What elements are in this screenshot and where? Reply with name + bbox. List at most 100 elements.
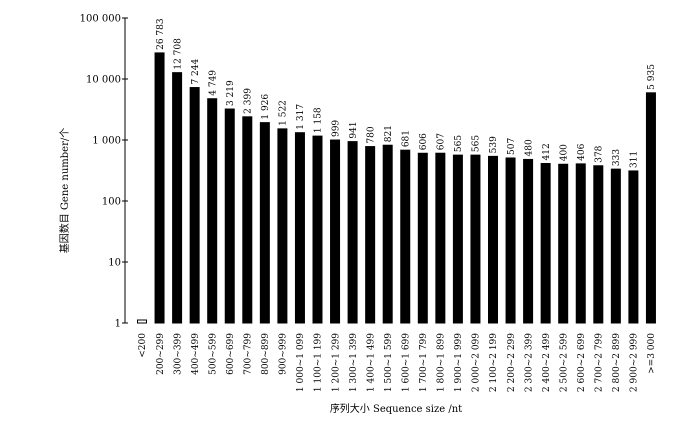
data-label: 941 bbox=[349, 121, 359, 138]
x-tick-label: 400~499 bbox=[191, 333, 201, 375]
x-tick-label: 2 100~2 199 bbox=[489, 333, 499, 392]
y-tick-label: 100 bbox=[102, 197, 121, 208]
x-tick-label: 2 500~2 599 bbox=[559, 333, 569, 392]
bars bbox=[137, 52, 656, 324]
data-labels: 26 783 12 708 7 244 4 749 3 219 2 399 1 926 1 5… bbox=[156, 18, 657, 168]
x-tick-label: 2 900~2 999 bbox=[630, 333, 640, 392]
data-label: 1 317 bbox=[296, 104, 306, 130]
x-tick-label: 2 600~2 699 bbox=[577, 333, 587, 392]
data-label: 780 bbox=[366, 126, 376, 143]
x-tick-label: 1 500~1 599 bbox=[384, 333, 394, 392]
data-label: 4 749 bbox=[208, 70, 218, 96]
data-label: 400 bbox=[559, 144, 569, 161]
bar bbox=[400, 149, 411, 324]
x-tick-label: 2 400~2 499 bbox=[542, 333, 552, 392]
bar bbox=[488, 155, 498, 324]
x-tick-label: 1 900~1 999 bbox=[454, 333, 464, 392]
bar bbox=[277, 128, 288, 324]
x-tick-label: 1 600~1 699 bbox=[401, 333, 411, 392]
bar bbox=[154, 52, 165, 324]
data-label: 7 244 bbox=[191, 59, 201, 85]
x-tick-label: 1 700~1 799 bbox=[419, 333, 429, 392]
bar bbox=[452, 154, 463, 324]
x-tick-label: 800~899 bbox=[261, 333, 271, 375]
x-tick-label: 900~999 bbox=[279, 333, 289, 375]
data-label: 1 522 bbox=[279, 100, 289, 126]
x-tick-label: 700~799 bbox=[244, 333, 254, 375]
bar bbox=[330, 139, 341, 324]
bar bbox=[172, 72, 183, 324]
x-tick-label: 2 800~2 899 bbox=[612, 333, 622, 392]
y-tick-label: 100 000 bbox=[80, 14, 121, 25]
bar bbox=[575, 163, 586, 324]
data-label: 333 bbox=[612, 149, 622, 166]
bar bbox=[558, 163, 569, 324]
x-tick-label: <200 bbox=[138, 333, 148, 358]
bar bbox=[523, 158, 534, 324]
x-tick-label: 2 300~2 399 bbox=[524, 333, 534, 392]
bar bbox=[645, 92, 656, 324]
y-tick-label: 10 000 bbox=[86, 75, 121, 86]
data-label: 311 bbox=[630, 151, 640, 168]
bar bbox=[224, 108, 235, 324]
y-axis-title: 基因数目 Gene number/个 bbox=[58, 128, 71, 253]
bar bbox=[435, 152, 446, 324]
bar bbox=[417, 152, 428, 324]
bar bbox=[628, 170, 639, 324]
bar bbox=[505, 157, 516, 324]
bar bbox=[189, 87, 200, 324]
x-tick-label: 1 300~1 399 bbox=[349, 333, 359, 392]
bar bbox=[294, 132, 305, 324]
data-label: 821 bbox=[384, 125, 394, 142]
bar bbox=[312, 135, 323, 324]
y-tick-label: 10 bbox=[108, 258, 121, 269]
data-label: 3 219 bbox=[226, 80, 236, 106]
x-tick-label: 1 000~1 099 bbox=[296, 333, 306, 392]
bar bbox=[137, 319, 147, 324]
data-label: 5 935 bbox=[647, 64, 657, 90]
data-label: 539 bbox=[489, 136, 499, 153]
x-axis-title: 序列大小 Sequence size /nt bbox=[330, 402, 462, 415]
bar bbox=[470, 154, 481, 324]
bar bbox=[365, 146, 376, 324]
data-label: 26 783 bbox=[156, 18, 166, 50]
x-tick-labels: <200 200~299 300~399 400~499 500~599 600~699 7… bbox=[138, 333, 657, 392]
data-label: 1 158 bbox=[314, 107, 324, 133]
x-tick-label: 1 200~1 299 bbox=[331, 333, 341, 392]
data-label: 999 bbox=[331, 120, 341, 137]
x-tick-label: 200~299 bbox=[156, 333, 166, 375]
data-label: 2 399 bbox=[244, 88, 254, 114]
y-tick-label: 1 000 bbox=[92, 136, 121, 147]
bar bbox=[610, 168, 621, 324]
bar bbox=[593, 165, 604, 324]
y-tick-label: 1 bbox=[115, 319, 121, 330]
x-tick-label: 1 100~1 199 bbox=[314, 333, 324, 392]
data-label: 12 708 bbox=[173, 38, 183, 70]
bar bbox=[347, 141, 358, 324]
data-label: 406 bbox=[577, 143, 587, 160]
x-tick-label: 2 000~2 099 bbox=[472, 333, 482, 392]
y-axis: 1 10 100 1 000 10 000 100 000 bbox=[80, 14, 128, 330]
x-tick-label: 1 400~1 499 bbox=[366, 333, 376, 392]
bar bbox=[207, 98, 218, 324]
bar bbox=[382, 144, 393, 324]
data-label: 378 bbox=[595, 145, 605, 162]
x-tick-label: 1 800~1 899 bbox=[437, 333, 447, 392]
x-tick-label: 600~699 bbox=[226, 333, 236, 375]
data-label: 412 bbox=[542, 143, 552, 160]
data-label: 1 926 bbox=[261, 94, 271, 120]
bar bbox=[540, 162, 551, 324]
x-tick-label: >=3 000 bbox=[647, 333, 657, 374]
x-tick-label: 2 200~2 299 bbox=[507, 333, 517, 392]
data-label: 565 bbox=[454, 135, 464, 152]
x-tick-label: 300~399 bbox=[173, 333, 183, 375]
data-label: 607 bbox=[437, 133, 447, 150]
data-label: 507 bbox=[507, 138, 517, 155]
x-tick-label: 500~599 bbox=[208, 333, 218, 375]
data-label: 480 bbox=[524, 139, 534, 156]
bar bbox=[259, 122, 270, 324]
data-label: 565 bbox=[472, 135, 482, 152]
x-tick-label: 2 700~2 799 bbox=[595, 333, 605, 392]
